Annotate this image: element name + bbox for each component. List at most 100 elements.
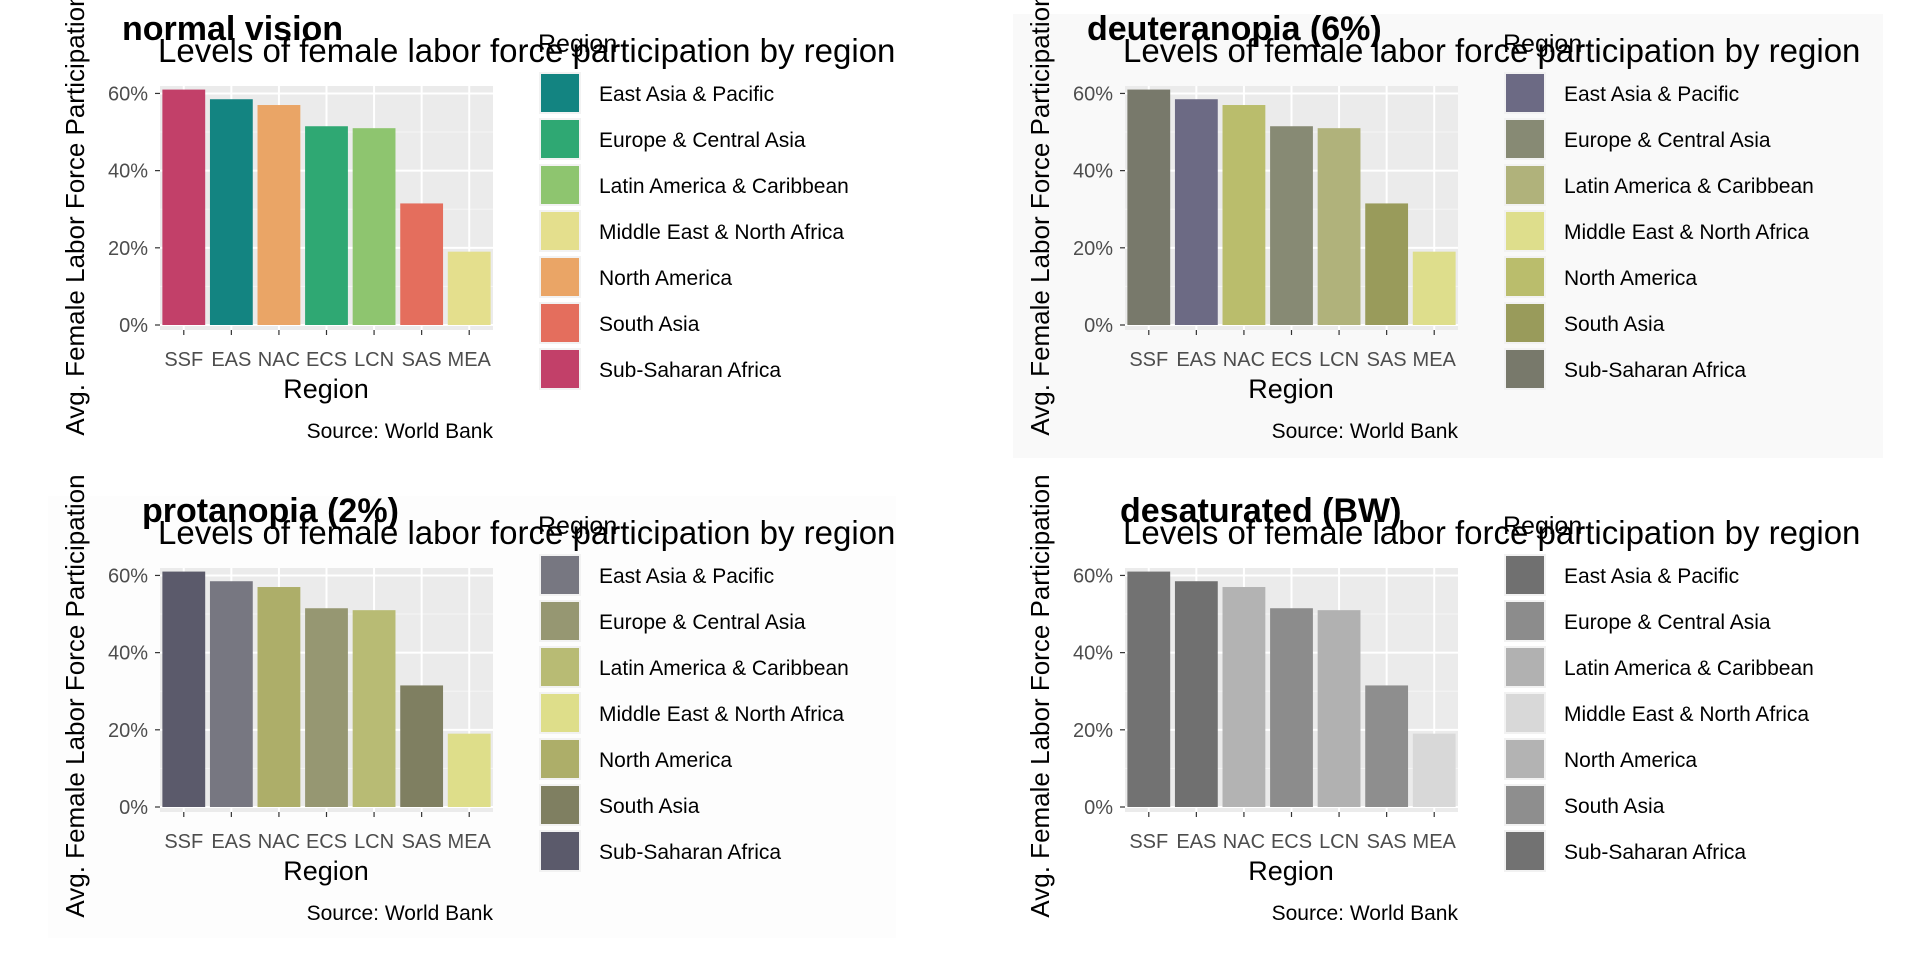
legend-swatch [1506,694,1544,732]
bar-eas [1174,99,1218,325]
legend-swatch [541,350,579,388]
bar-nac [257,587,301,807]
chart-title: Levels of female labor force participati… [1123,514,1860,551]
legend-swatch [1506,74,1544,112]
source-caption: Source: World Bank [1272,420,1459,443]
bar-ssf [162,571,206,807]
x-tick-label: ECS [1271,349,1312,371]
legend-label: South Asia [599,795,700,818]
legend-title: Region [1503,30,1582,58]
y-tick-label: 60% [1073,565,1113,587]
legend-swatch [1506,786,1544,824]
legend-label: South Asia [599,313,700,336]
bar-lcn [352,610,396,807]
x-tick-label: SSF [164,349,203,371]
legend-swatch [541,740,579,778]
legend-swatch [1506,832,1544,870]
x-axis-title: Region [283,374,369,404]
legend-swatch [1506,648,1544,686]
y-tick-label: 40% [108,643,148,665]
x-tick-label: ECS [1271,831,1312,853]
x-axis-title: Region [1248,856,1334,886]
legend-label: Sub-Saharan Africa [599,359,781,382]
x-tick-label: SSF [1129,831,1168,853]
y-axis-title: Avg. Female Labor Force Participation [60,474,90,917]
x-tick-label: SAS [402,349,442,371]
panel-title: normal vision [122,10,343,48]
legend-swatch [1506,556,1544,594]
bar-lcn [1317,610,1361,807]
chart-title: Levels of female labor force participati… [158,32,895,69]
legend-label: East Asia & Pacific [599,565,774,588]
bar-ecs [305,608,348,807]
x-tick-label: MEA [448,831,492,853]
x-tick-label: SSF [164,831,203,853]
legend-label: Sub-Saharan Africa [1564,359,1746,382]
x-tick-label: LCN [1319,831,1359,853]
bar-sas [1365,203,1409,325]
legend-label: Latin America & Caribbean [1564,657,1814,680]
legend-swatch [1506,258,1544,296]
bar-ecs [1270,126,1313,325]
chart-panel-1: SSF EAS NAC ECS LCN SAS MEA 0% 20% 40% 60% Region Av… [60,0,895,443]
source-caption: Source: World Bank [1272,902,1459,925]
legend-label: North America [1564,749,1697,772]
x-tick-label: EAS [1176,349,1216,371]
y-tick-label: 0% [1084,797,1113,819]
y-tick-label: 60% [108,83,148,105]
y-tick-label: 40% [1073,643,1113,665]
legend-swatch [1506,602,1544,640]
legend-title: Region [1503,512,1582,540]
source-caption: Source: World Bank [307,420,494,443]
y-tick-label: 20% [108,720,148,742]
legend-label: South Asia [1564,313,1665,336]
legend-swatch [1506,304,1544,342]
source-caption: Source: World Bank [307,902,494,925]
x-tick-label: LCN [354,349,394,371]
x-tick-label: LCN [354,831,394,853]
bar-mea [447,733,491,807]
legend-label: Middle East & North Africa [1564,703,1809,726]
bar-ssf [1127,571,1171,807]
legend-swatch [1506,212,1544,250]
legend-swatch [541,556,579,594]
legend-label: Latin America & Caribbean [1564,175,1814,198]
legend-swatch [541,786,579,824]
bar-lcn [1317,128,1361,325]
bar-mea [447,251,491,325]
legend-swatch [541,258,579,296]
bar-nac [1222,587,1266,807]
x-tick-label: ECS [306,349,347,371]
y-tick-label: 20% [108,238,148,260]
legend-swatch [541,648,579,686]
legend-swatch [541,832,579,870]
legend-label: North America [1564,267,1697,290]
legend-swatch [1506,350,1544,388]
legend-label: Europe & Central Asia [1564,611,1771,634]
legend-swatch [1506,120,1544,158]
legend-label: South Asia [1564,795,1665,818]
y-tick-label: 40% [1073,161,1113,183]
x-tick-label: EAS [211,349,251,371]
bar-eas [209,99,253,325]
chart-panel-3: SSF EAS NAC ECS LCN SAS MEA 0% 20% 40% 60% Region Av… [48,474,896,938]
x-tick-label: ECS [306,831,347,853]
legend-label: Middle East & North Africa [1564,221,1809,244]
x-tick-label: SAS [1367,349,1407,371]
y-tick-label: 40% [108,161,148,183]
legend-label: Europe & Central Asia [1564,129,1771,152]
x-axis-title: Region [1248,374,1334,404]
bar-mea [1412,733,1456,807]
x-tick-label: NAC [258,349,300,371]
legend-label: East Asia & Pacific [599,83,774,106]
y-tick-label: 60% [1073,83,1113,105]
panel-title: desaturated (BW) [1120,492,1401,530]
legend-label: Middle East & North Africa [599,703,844,726]
x-tick-label: EAS [1176,831,1216,853]
x-tick-label: NAC [258,831,300,853]
bar-eas [209,581,253,807]
legend-swatch [541,602,579,640]
bar-ecs [305,126,348,325]
